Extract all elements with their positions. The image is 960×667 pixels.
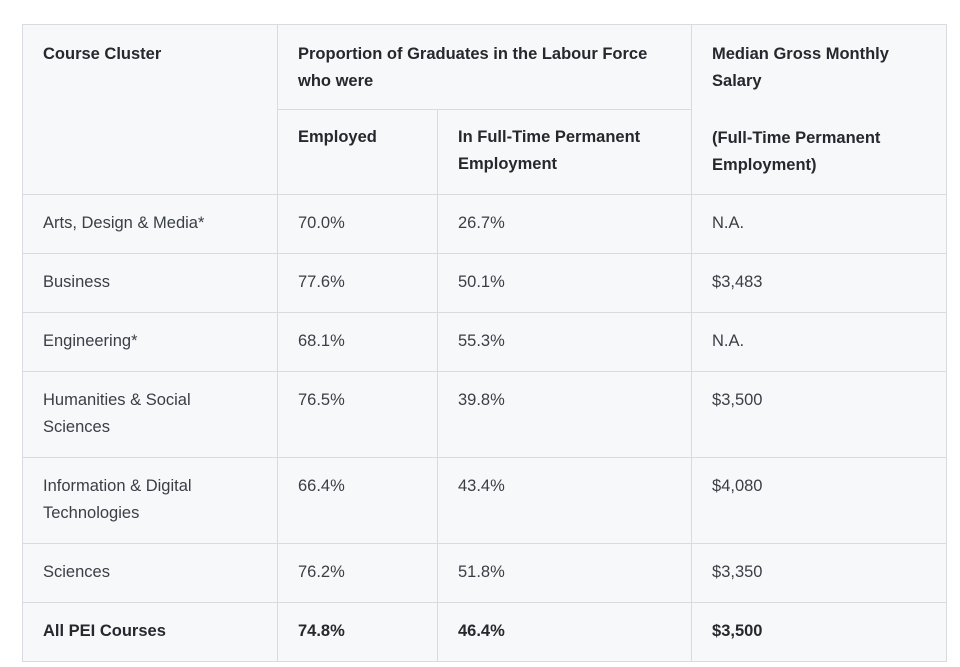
header-row: Course Cluster Proportion of Graduates i… [22,24,948,195]
header-salary-subtitle: (Full-Time Permanent Employment) [712,129,881,174]
cell-salary: $3,500 [691,371,948,458]
cell-employed: 76.5% [277,371,438,458]
graduate-employment-table: Course Cluster Proportion of Graduates i… [22,24,948,662]
cell-cluster: Engineering* [22,312,278,372]
cell-cluster: Humanities & Social Sciences [22,371,278,458]
cell-full-time: 46.4% [436,602,693,662]
cell-full-time: 55.3% [436,312,693,372]
cell-salary: $3,350 [691,543,948,603]
cell-employed: 68.1% [277,312,438,372]
header-median-salary: Median Gross Monthly Salary (Full-Time P… [691,24,948,195]
cell-salary: N.A. [691,312,948,372]
table-row: Humanities & Social Sciences 76.5% 39.8%… [22,371,948,458]
header-proportion: Proportion of Graduates in the Labour Fo… [276,24,693,110]
cell-salary: $3,500 [691,602,948,662]
cell-employed: 66.4% [277,457,438,544]
table-row: Business 77.6% 50.1% $3,483 [22,253,948,313]
cell-salary: N.A. [691,194,948,254]
cell-cluster: Information & Digital Technologies [22,457,278,544]
cell-employed: 74.8% [277,602,438,662]
cell-salary: $3,483 [691,253,948,313]
cell-full-time: 43.4% [436,457,693,544]
header-salary-title: Median Gross Monthly Salary [712,45,889,90]
header-course-cluster: Course Cluster [22,24,278,195]
header-full-time: In Full-Time Permanent Employment [436,109,693,195]
cell-cluster: Business [22,253,278,313]
cell-employed: 70.0% [277,194,438,254]
cell-cluster: Arts, Design & Media* [22,194,278,254]
header-employed: Employed [277,109,438,195]
cell-cluster: Sciences [22,543,278,603]
table-row: Information & Digital Technologies 66.4%… [22,457,948,544]
cell-full-time: 51.8% [436,543,693,603]
cell-full-time: 50.1% [436,253,693,313]
total-row: All PEI Courses 74.8% 46.4% $3,500 [22,602,948,662]
subheader-row: Employed In Full-Time Permanent Employme… [23,109,947,195]
table-container: Course Cluster Proportion of Graduates i… [22,24,948,662]
table-row: Sciences 76.2% 51.8% $3,350 [22,543,948,603]
table-row: Arts, Design & Media* 70.0% 26.7% N.A. [22,194,948,254]
cell-cluster: All PEI Courses [22,602,278,662]
cell-salary: $4,080 [691,457,948,544]
cell-full-time: 39.8% [436,371,693,458]
table-row: Engineering* 68.1% 55.3% N.A. [22,312,948,372]
cell-full-time: 26.7% [436,194,693,254]
cell-employed: 76.2% [277,543,438,603]
cell-employed: 77.6% [277,253,438,313]
